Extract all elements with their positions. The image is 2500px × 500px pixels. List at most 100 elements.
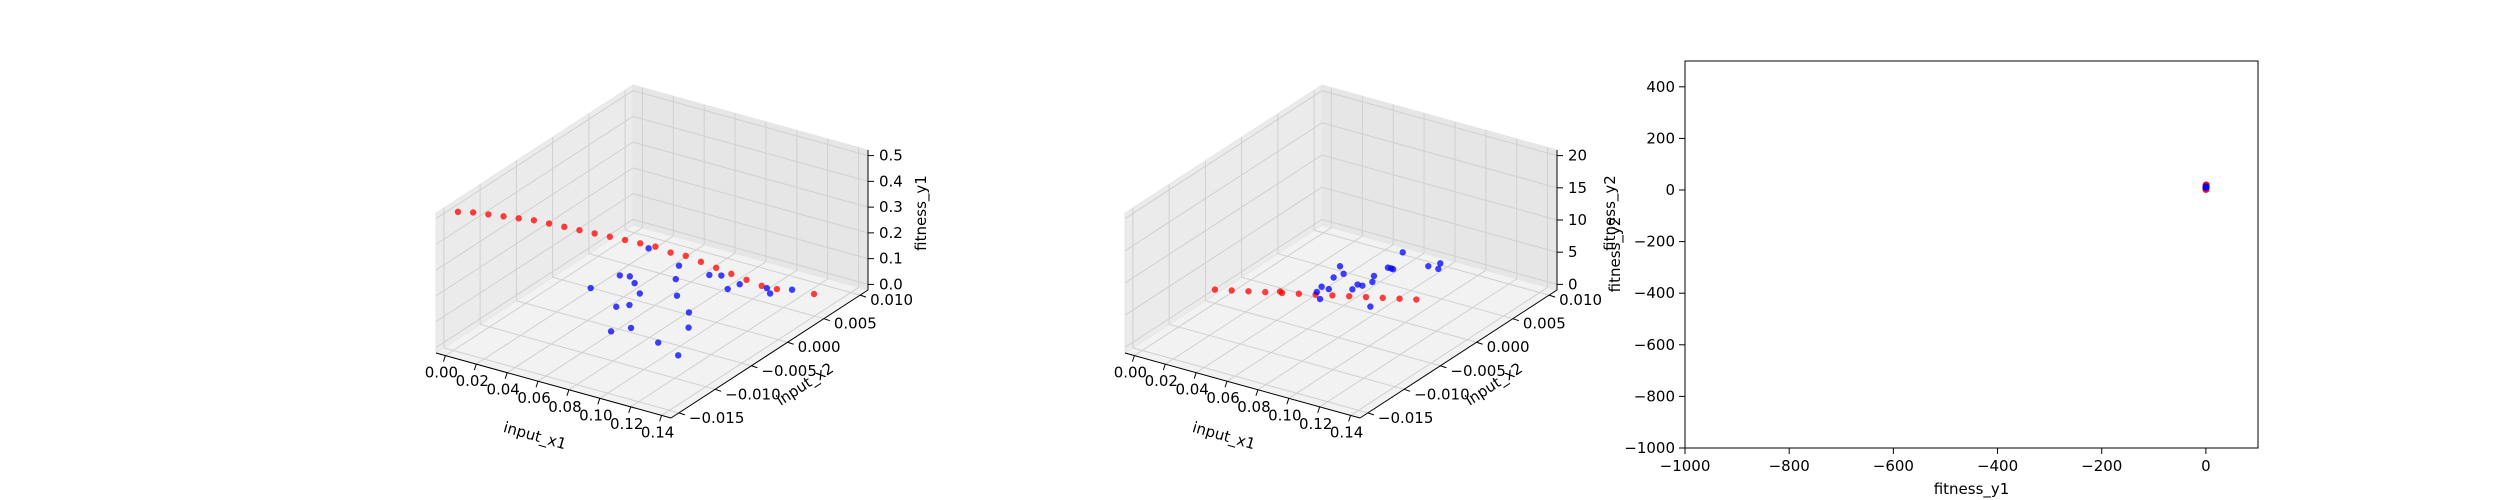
gridline xyxy=(1132,347,1369,414)
data-point xyxy=(616,272,624,279)
data-point xyxy=(454,208,462,216)
y-tick-label: −0.005 xyxy=(1450,362,1506,380)
data-point xyxy=(736,281,743,288)
data-point xyxy=(1362,293,1370,301)
y-tick-label: 0.000 xyxy=(798,338,841,356)
data-point xyxy=(763,284,771,292)
y-tick-mark xyxy=(859,294,867,298)
data-point xyxy=(469,209,477,216)
gridline xyxy=(537,252,736,382)
data-point xyxy=(712,264,720,272)
x-tick-label: −600 xyxy=(1873,457,1914,475)
z-tick-label: 0 xyxy=(1568,275,1578,293)
gridline xyxy=(506,244,705,374)
z-axis-label: fitness_y2 xyxy=(1601,175,1620,251)
data-point xyxy=(810,290,818,298)
x-tick-label: 0.06 xyxy=(1206,389,1239,407)
z-tick-label: 0.3 xyxy=(879,198,903,216)
x-tick-label: 0.04 xyxy=(486,381,519,399)
data-point xyxy=(1413,296,1420,303)
gridline xyxy=(661,286,859,416)
y-axis-label: fitness_y2 xyxy=(1606,217,1625,293)
data-point xyxy=(697,258,705,266)
y-tick-label: 0.000 xyxy=(1487,338,1530,356)
data-point xyxy=(1295,290,1303,297)
x-tick-mark xyxy=(597,398,601,405)
data-point xyxy=(1437,260,1444,267)
y-tick-mark xyxy=(1403,388,1411,392)
data-point xyxy=(728,270,735,278)
z-tick-label: 0.2 xyxy=(879,224,903,242)
y-tick-mark xyxy=(751,365,758,369)
x-axis-line xyxy=(435,352,672,419)
gridline xyxy=(516,300,752,367)
x-tick-mark xyxy=(504,372,508,379)
data-point xyxy=(561,223,568,231)
x-tick-label: 0.00 xyxy=(425,364,458,382)
y-tick-mark xyxy=(1512,318,1520,322)
x-tick-mark xyxy=(1193,372,1197,379)
data-point xyxy=(627,324,635,332)
x-tick-mark xyxy=(1131,355,1135,362)
data-point xyxy=(1245,288,1252,295)
data-point xyxy=(606,233,614,240)
y-tick-label: −0.015 xyxy=(689,409,745,427)
x-tick-mark xyxy=(535,381,539,388)
gridline xyxy=(476,235,674,365)
data-point xyxy=(545,220,553,227)
data-point xyxy=(655,339,662,346)
z-tick-label: 20 xyxy=(1568,147,1587,165)
gridline xyxy=(1277,253,1514,320)
x-tick-label: −800 xyxy=(1769,457,1810,475)
gridline xyxy=(1319,278,1517,408)
gridline xyxy=(435,90,869,220)
data-point xyxy=(1325,285,1333,293)
data-point xyxy=(1340,270,1347,278)
gridline xyxy=(1226,252,1425,382)
x-tick-label: 0.06 xyxy=(517,389,550,407)
y-tick-mark xyxy=(714,388,722,392)
y-tick-label: −400 xyxy=(1634,284,1675,302)
x-tick-label: 0 xyxy=(2201,457,2211,475)
data-point xyxy=(637,240,644,247)
gridline xyxy=(445,227,643,357)
x-tick-label: 0.00 xyxy=(1114,364,1147,382)
data-point xyxy=(591,230,598,237)
x-tick-mark xyxy=(442,355,446,362)
x-tick-mark xyxy=(1286,398,1290,405)
gridline xyxy=(1168,323,1405,390)
data-point xyxy=(1359,282,1366,289)
data-point xyxy=(685,309,693,316)
data-point xyxy=(530,217,538,224)
data-point xyxy=(1228,287,1235,294)
x-tick-label: 0.12 xyxy=(610,415,643,433)
y-tick-mark xyxy=(823,318,831,322)
gridline xyxy=(588,253,825,320)
y-axis-line xyxy=(670,289,869,419)
y-tick-mark xyxy=(1440,365,1447,369)
x-tick-label: 0.02 xyxy=(456,372,489,390)
y-tick-label: 400 xyxy=(1646,78,1675,96)
data-point xyxy=(621,236,629,244)
x-tick-label: 0.10 xyxy=(579,406,612,424)
data-point xyxy=(1369,278,1376,286)
gridline xyxy=(1165,235,1363,365)
chart-3d-fitness-y2: 0.000.020.040.060.080.100.120.14 0.010 0.0… xyxy=(1114,84,1620,454)
data-point xyxy=(587,284,594,292)
gridline xyxy=(630,278,828,408)
x-tick-mark xyxy=(1255,389,1259,396)
x-tick-mark xyxy=(1162,363,1166,371)
y-tick-label: 200 xyxy=(1646,129,1675,147)
x-axis-label: input_x1 xyxy=(1190,418,1257,454)
z-tick-label: 15 xyxy=(1568,179,1587,197)
gridline xyxy=(443,347,680,414)
x-tick-label: 0.02 xyxy=(1145,372,1178,390)
gridline xyxy=(599,269,798,399)
data-point xyxy=(1399,249,1406,256)
data-point xyxy=(788,286,796,293)
data-point xyxy=(724,285,731,293)
data-point xyxy=(673,292,681,299)
data-point xyxy=(1276,288,1284,295)
x-tick-mark xyxy=(1348,415,1352,422)
x-axis-label: fitness_y1 xyxy=(1934,480,2010,499)
